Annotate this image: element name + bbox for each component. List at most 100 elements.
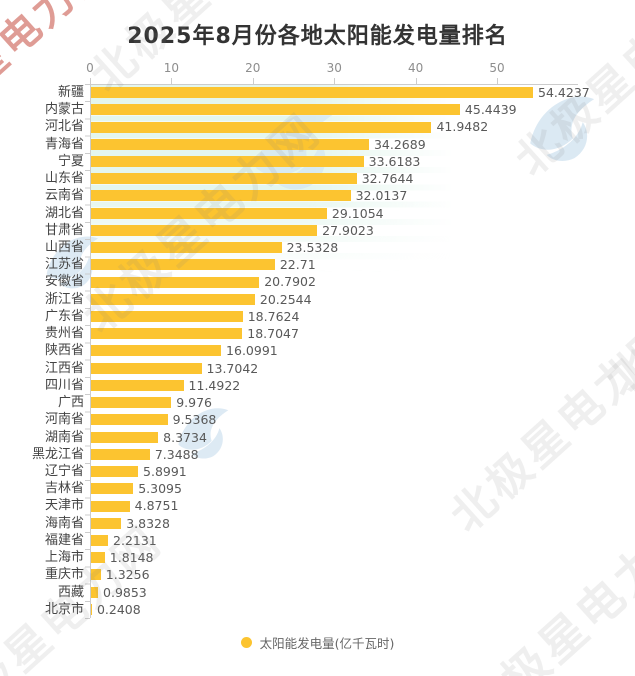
- bar[interactable]: [90, 121, 432, 133]
- bar-row: 重庆市 1.3256: [0, 566, 635, 583]
- category-label: 重庆市: [44, 567, 84, 583]
- value-label: 2.2131: [113, 532, 157, 548]
- value-label: 0.2408: [96, 601, 141, 617]
- bar[interactable]: [90, 552, 105, 564]
- category-label: 山东省: [44, 171, 84, 187]
- category-label: 福建省: [44, 532, 84, 548]
- bar-row: 内蒙古 45.4439: [0, 101, 635, 118]
- bar-row: 江苏省 22.71: [0, 256, 635, 273]
- category-label: 江西省: [44, 360, 84, 376]
- x-axis-tick-label: 30: [326, 61, 342, 75]
- category-label: 湖南省: [44, 429, 84, 445]
- bar[interactable]: [90, 431, 159, 443]
- bar-row: 北京市 0.2408: [0, 601, 635, 618]
- bar-row: 广西 9.976: [0, 394, 635, 411]
- bar-row: 吉林省 5.3095: [0, 480, 635, 497]
- value-label: 5.8991: [143, 463, 187, 479]
- value-label: 9.5368: [172, 412, 217, 428]
- bar[interactable]: [90, 362, 202, 374]
- x-axis-tick: [171, 78, 173, 84]
- category-label: 广西: [57, 395, 84, 411]
- bar[interactable]: [90, 345, 222, 357]
- category-label: 西藏: [57, 584, 84, 600]
- category-label: 安徽省: [44, 274, 84, 290]
- bar[interactable]: [90, 448, 150, 460]
- bar[interactable]: [90, 173, 357, 185]
- bar[interactable]: [90, 259, 275, 271]
- value-label: 9.976: [176, 395, 212, 411]
- value-label: 13.7042: [206, 360, 259, 376]
- value-label: 18.7047: [247, 326, 299, 342]
- category-label: 湖北省: [44, 205, 84, 221]
- value-label: 11.4922: [188, 377, 241, 393]
- bar[interactable]: [90, 293, 255, 305]
- category-label: 天津市: [44, 498, 84, 514]
- bar[interactable]: [90, 483, 134, 495]
- bar-row: 浙江省 20.2544: [0, 291, 635, 308]
- x-axis-tick-label: 50: [489, 61, 505, 75]
- category-label: 广东省: [44, 308, 84, 324]
- legend-marker-icon: [240, 637, 252, 648]
- bar[interactable]: [90, 87, 534, 99]
- bar[interactable]: [90, 224, 318, 236]
- value-label: 32.7644: [361, 171, 414, 187]
- bar-row: 天津市 4.8751: [0, 497, 635, 514]
- bar[interactable]: [90, 138, 369, 150]
- value-label: 5.3095: [138, 481, 182, 497]
- category-label: 吉林省: [44, 481, 84, 497]
- value-label: 23.5328: [286, 240, 339, 256]
- chart-title: 2025年8月份各地太阳能发电量排名: [127, 24, 508, 49]
- value-label: 45.4439: [464, 102, 517, 118]
- bar-row: 安徽省 20.7902: [0, 273, 635, 290]
- x-axis-tick-label: 20: [245, 61, 261, 75]
- bar[interactable]: [90, 311, 243, 323]
- bar-row: 江西省 13.7042: [0, 360, 635, 377]
- value-label: 8.3734: [163, 429, 207, 445]
- bar[interactable]: [90, 190, 351, 202]
- bar[interactable]: [90, 242, 282, 254]
- bar[interactable]: [90, 500, 130, 512]
- x-axis-tick-label: 10: [163, 61, 180, 75]
- value-label: 29.1054: [331, 205, 384, 221]
- category-label: 上海市: [44, 550, 84, 566]
- x-axis-line: [90, 84, 578, 85]
- category-label: 河北省: [44, 119, 84, 135]
- value-label: 7.3488: [154, 446, 199, 462]
- value-label: 3.8328: [126, 515, 170, 531]
- category-label: 贵州省: [44, 326, 84, 342]
- bar-row: 湖北省 29.1054: [0, 205, 635, 222]
- value-label: 0.9853: [103, 584, 147, 600]
- category-label: 江苏省: [44, 257, 84, 273]
- bar[interactable]: [90, 155, 364, 167]
- category-label: 甘肃省: [44, 222, 84, 238]
- bar[interactable]: [90, 104, 460, 116]
- bar-row: 辽宁省 5.8991: [0, 463, 635, 480]
- category-label: 新疆: [57, 85, 84, 100]
- bar[interactable]: [90, 276, 260, 288]
- category-label: 浙江省: [44, 291, 84, 307]
- bar[interactable]: [90, 397, 172, 409]
- bar[interactable]: [90, 534, 109, 546]
- bar[interactable]: [90, 207, 327, 219]
- bar-row: 甘肃省 27.9023: [0, 222, 635, 239]
- value-label: 18.7624: [247, 308, 300, 324]
- value-label: 1.8148: [109, 550, 154, 566]
- legend-item-solar[interactable]: 太阳能发电量(亿千瓦时): [0, 633, 635, 652]
- bar-row: 山东省 32.7644: [0, 170, 635, 187]
- value-label: 20.7902: [264, 274, 316, 290]
- bar[interactable]: [90, 569, 101, 581]
- bar[interactable]: [90, 466, 139, 478]
- value-label: 4.8751: [134, 498, 179, 514]
- bar[interactable]: [90, 517, 122, 529]
- bar[interactable]: [90, 328, 243, 340]
- bar[interactable]: [90, 379, 184, 391]
- bar-row: 黑龙江省 7.3488: [0, 446, 635, 463]
- bar[interactable]: [90, 414, 168, 426]
- x-axis-tick-label: 0: [86, 61, 94, 75]
- value-label: 16.0991: [226, 343, 278, 359]
- value-label: 27.9023: [322, 222, 374, 238]
- value-label: 22.71: [279, 257, 316, 273]
- bar-row: 上海市 1.8148: [0, 549, 635, 566]
- x-axis-tick: [415, 78, 417, 84]
- bar[interactable]: [90, 586, 99, 598]
